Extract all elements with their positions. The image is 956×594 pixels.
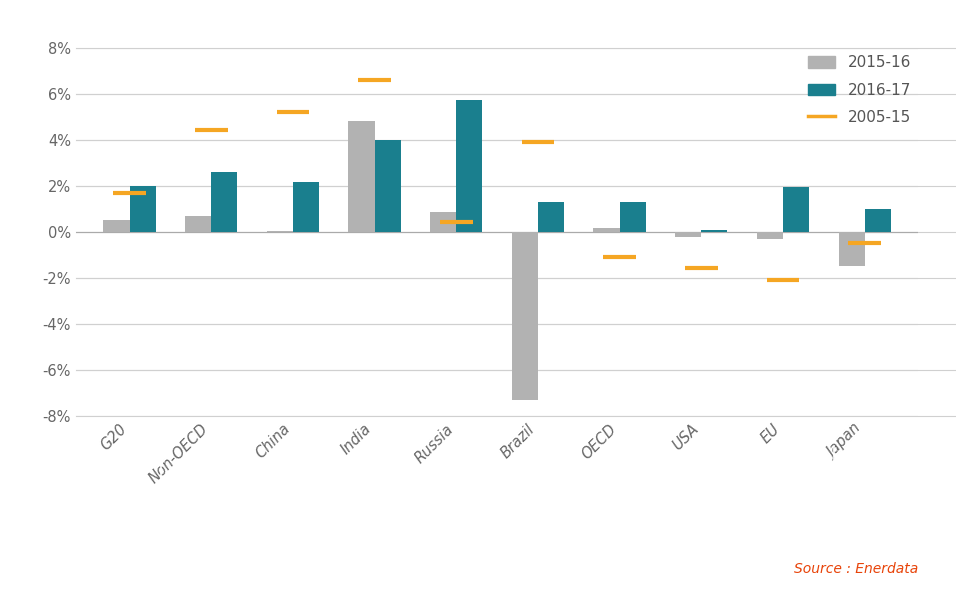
Bar — [349, 121, 375, 232]
Text: 2%: 2% — [525, 465, 554, 483]
Text: 8%: 8% — [357, 465, 385, 483]
Text: Source : Enerdata: Source : Enerdata — [793, 562, 918, 576]
Bar — [375, 140, 401, 232]
Bar — [538, 202, 564, 232]
Text: 12%: 12% — [771, 465, 812, 483]
Bar — [456, 100, 483, 232]
Legend: 2015-16, 2016-17, 2005-15: 2015-16, 2016-17, 2005-15 — [800, 48, 919, 132]
Bar — [267, 230, 293, 232]
Bar — [130, 186, 156, 232]
Bar — [511, 232, 538, 400]
Bar — [211, 172, 237, 232]
Text: 6%: 6% — [441, 465, 469, 483]
Bar — [430, 212, 456, 232]
Bar — [702, 230, 728, 232]
Text: 44%: 44% — [603, 465, 643, 483]
Bar — [103, 220, 130, 232]
Bar — [864, 208, 891, 232]
Text: 56%: 56% — [183, 465, 223, 483]
Bar — [619, 202, 645, 232]
Text: 19%: 19% — [687, 465, 728, 483]
Bar — [838, 232, 864, 266]
Bar — [594, 228, 619, 232]
Text: 33%: 33% — [267, 465, 307, 483]
Bar — [293, 182, 319, 232]
Bar — [675, 232, 702, 238]
Bar — [783, 187, 809, 232]
Bar — [757, 232, 783, 239]
Text: 4%: 4% — [861, 465, 890, 483]
Text: %/G20: %/G20 — [89, 465, 148, 483]
Bar — [185, 216, 211, 232]
